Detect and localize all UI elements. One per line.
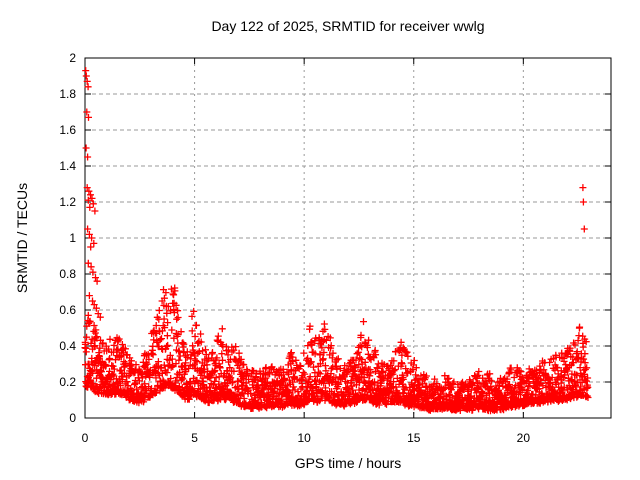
grid-lines bbox=[85, 58, 611, 418]
tick-label: 10 bbox=[297, 431, 311, 445]
tick-labels: 00.20.40.60.811.21.41.61.820 5 10 15 20 bbox=[59, 51, 530, 445]
tick-label: 1 bbox=[69, 231, 76, 245]
tick-label: 0.8 bbox=[59, 267, 76, 281]
x-axis-label: GPS time / hours bbox=[295, 455, 402, 471]
tick-label: 1.6 bbox=[59, 123, 76, 137]
tick-label: 0 bbox=[69, 411, 76, 425]
tick-label: 0.2 bbox=[59, 375, 76, 389]
tick-label: 15 bbox=[407, 431, 421, 445]
tick-label: 2 bbox=[69, 51, 76, 65]
tick-label: 5 bbox=[191, 431, 198, 445]
tick-label: 20 bbox=[517, 431, 531, 445]
tick-label: 0 bbox=[82, 431, 89, 445]
data-points-srmtid bbox=[81, 67, 592, 415]
tick-label: 1.2 bbox=[59, 195, 76, 209]
y-axis-label: SRMTID / TECUs bbox=[14, 183, 30, 293]
tick-label: 0.6 bbox=[59, 303, 76, 317]
tick-label: 1.8 bbox=[59, 87, 76, 101]
tick-label: 0.4 bbox=[59, 339, 76, 353]
chart-title: Day 122 of 2025, SRMTID for receiver wwl… bbox=[211, 18, 484, 34]
tick-label: 1.4 bbox=[59, 159, 76, 173]
